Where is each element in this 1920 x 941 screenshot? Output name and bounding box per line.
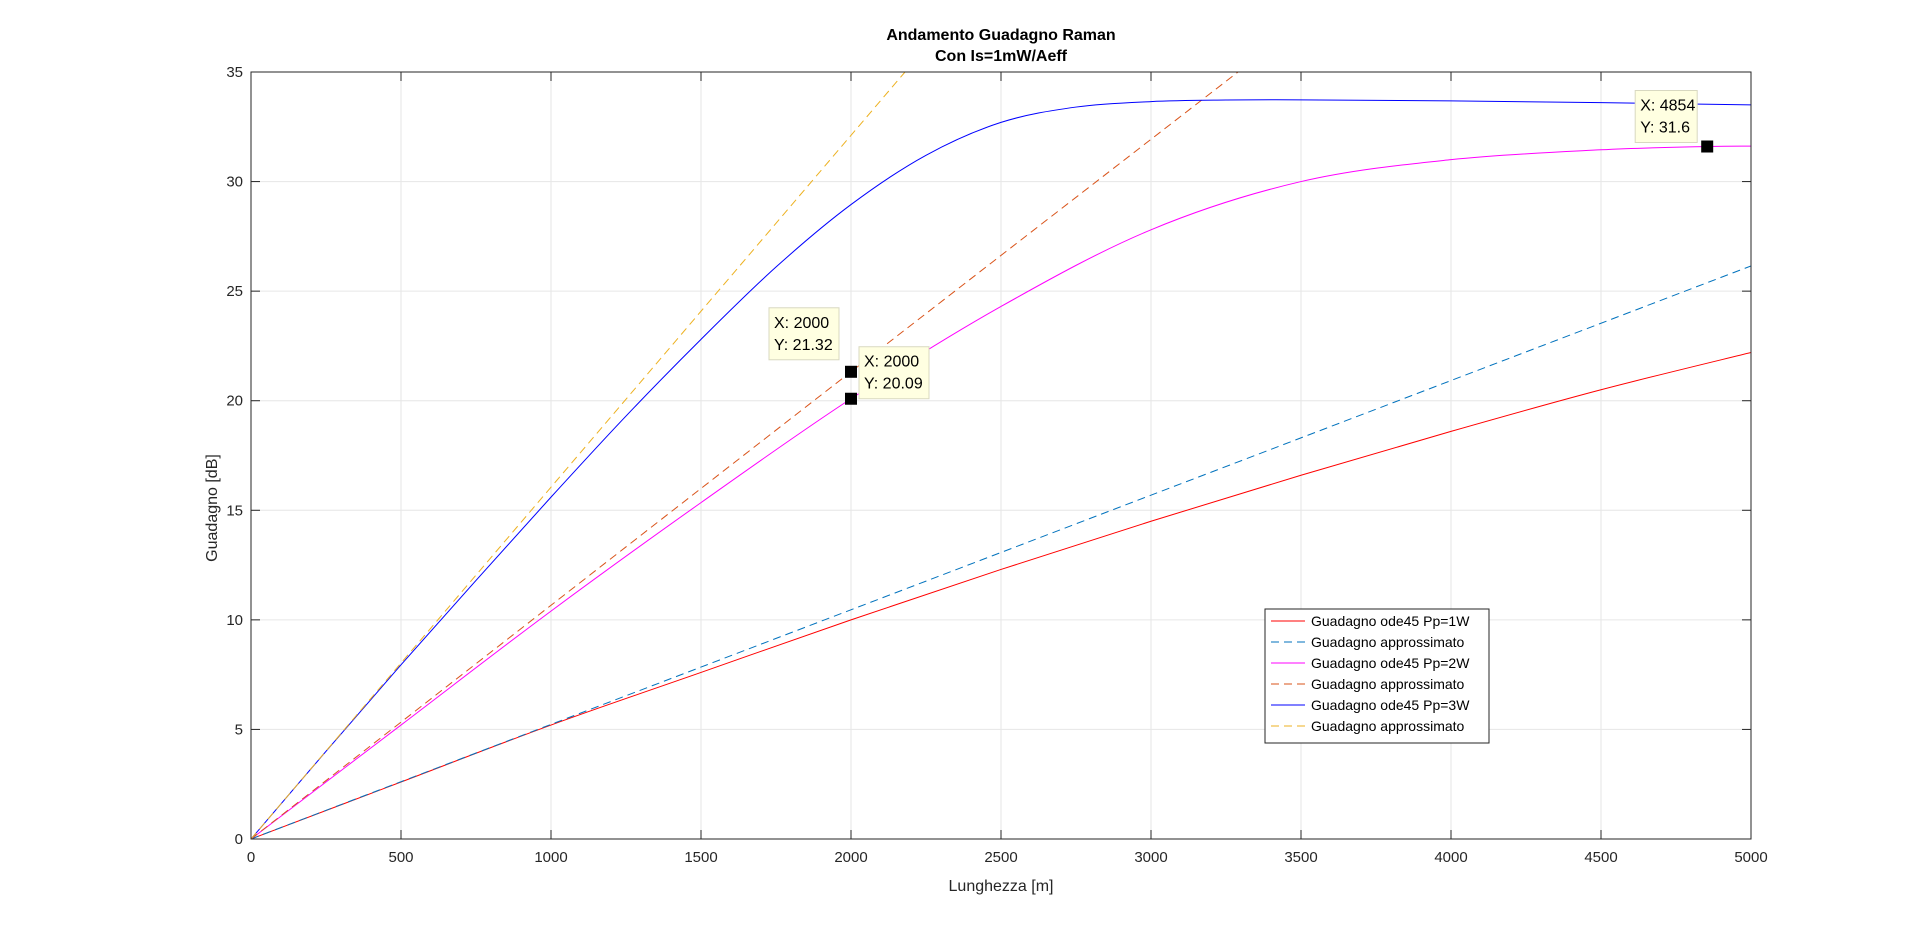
y-tick-label: 30 <box>226 174 243 191</box>
data-tip-marker <box>845 392 857 405</box>
data-tip-box <box>1634 90 1698 144</box>
x-tick-label: 3000 <box>1134 849 1167 866</box>
legend-entry-1: Guadagno ode45 Pp=1W <box>1311 613 1470 629</box>
y-tick-label: 25 <box>226 283 243 300</box>
x-axis-label: Lunghezza [m] <box>949 878 1054 895</box>
data-tip-y-text: Y: 21.32 <box>774 337 833 354</box>
series-line-2 <box>251 265 1751 839</box>
legend-entry-3: Guadagno ode45 Pp=2W <box>1311 655 1470 671</box>
legend-box <box>1264 608 1490 744</box>
x-tick-label: 2500 <box>984 849 1017 866</box>
axes-box <box>250 71 1752 840</box>
data-tip-marker <box>845 365 857 378</box>
x-tick-label: 1500 <box>684 849 717 866</box>
x-tick-label: 3500 <box>1284 849 1317 866</box>
series-line-6 <box>251 72 906 839</box>
data-tip[interactable]: X: 2000 Y: 21.32 <box>768 307 857 378</box>
data-tip-marker <box>1701 140 1714 153</box>
x-tick-label: 0 <box>247 849 255 866</box>
y-axis-label: Guadagno [dB] <box>204 454 221 562</box>
series-line-3 <box>251 145 1751 839</box>
series-line-1 <box>251 352 1751 839</box>
data-tip-y-text: Y: 20.09 <box>864 376 923 393</box>
x-tick-label: 500 <box>388 849 413 866</box>
y-tick-label: 10 <box>226 612 243 629</box>
data-tip[interactable]: X: 4854 Y: 31.6 <box>1634 90 1714 153</box>
data-tip-x-text: X: 2000 <box>864 354 919 371</box>
y-tick-label: 20 <box>226 393 243 410</box>
series-line-4 <box>251 72 1239 839</box>
data-tip-box <box>858 346 930 400</box>
legend-entry-2: Guadagno approssimato <box>1311 634 1465 650</box>
y-tick-label: 15 <box>226 502 243 519</box>
chart-subtitle: Con Is=1mW/Aeff <box>935 48 1068 65</box>
data-tip[interactable]: X: 2000 Y: 20.09 <box>845 346 930 405</box>
y-tick-label: 5 <box>235 721 243 738</box>
series-line-5 <box>251 99 1751 839</box>
x-tick-label: 1000 <box>534 849 567 866</box>
data-tips: X: 2000 Y: 21.32 X: 2000 Y: 20.09 X: 4854 Y: … <box>768 90 1714 405</box>
series-lines <box>251 72 1751 839</box>
x-tick-label: 2000 <box>834 849 867 866</box>
x-tick-label: 4000 <box>1434 849 1467 866</box>
data-tip-box <box>768 307 840 361</box>
legend-entry-4: Guadagno approssimato <box>1311 676 1465 692</box>
x-tick-label: 5000 <box>1734 849 1767 866</box>
data-tip-x-text: X: 4854 <box>1640 98 1695 115</box>
data-tip-x-text: X: 2000 <box>774 315 829 332</box>
legend-entry-5: Guadagno ode45 Pp=3W <box>1311 697 1470 713</box>
legend-entry-6: Guadagno approssimato <box>1311 718 1465 734</box>
legend[interactable]: Guadagno ode45 Pp=1W Guadagno approssimat… <box>1264 608 1490 744</box>
y-tick-label: 0 <box>235 831 243 848</box>
data-tip-y-text: Y: 31.6 <box>1640 120 1690 137</box>
tick-labels: 0 500 1000 1500 2000 2500 3000 3500 4000 4500 5000… <box>226 64 1767 866</box>
chart-title: Andamento Guadagno Raman <box>886 27 1115 44</box>
x-tick-label: 4500 <box>1584 849 1617 866</box>
y-tick-label: 35 <box>226 64 243 81</box>
